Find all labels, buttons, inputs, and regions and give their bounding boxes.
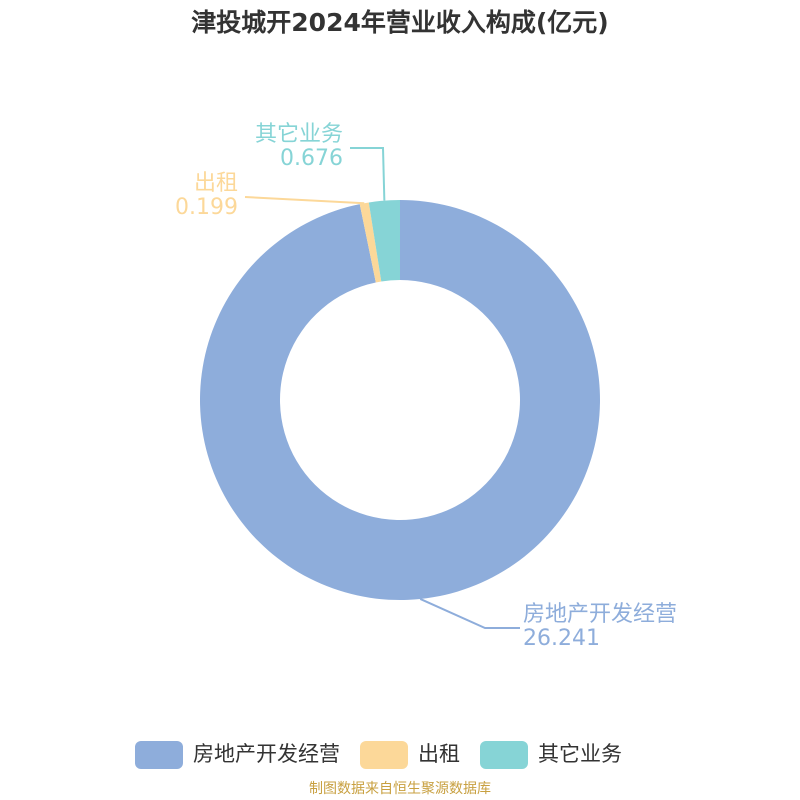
legend-swatch [135, 741, 183, 769]
legend-swatch [360, 741, 408, 769]
slice [359, 202, 382, 283]
slice-label: 出租 [194, 171, 238, 196]
legend-label: 其它业务 [538, 742, 622, 766]
slice-label: 房地产开发经营 [523, 602, 677, 627]
leader-line [244, 196, 365, 205]
leader-line [419, 598, 520, 629]
leader-line [350, 147, 386, 201]
slice [200, 200, 600, 600]
legend-label: 房地产开发经营 [193, 742, 340, 766]
source: 制图数据来自恒生聚源数据库 [309, 781, 491, 797]
chart-title: 津投城开2024年营业收入构成(亿元) [191, 8, 608, 37]
legend-label: 出租 [418, 742, 460, 766]
slice-value: 0.676 [280, 146, 343, 171]
slice [368, 200, 400, 282]
slice-value: 0.199 [175, 195, 238, 220]
legend-swatch [480, 741, 528, 769]
slice-label: 其它业务 [255, 122, 343, 147]
slice-value: 26.241 [523, 626, 600, 651]
